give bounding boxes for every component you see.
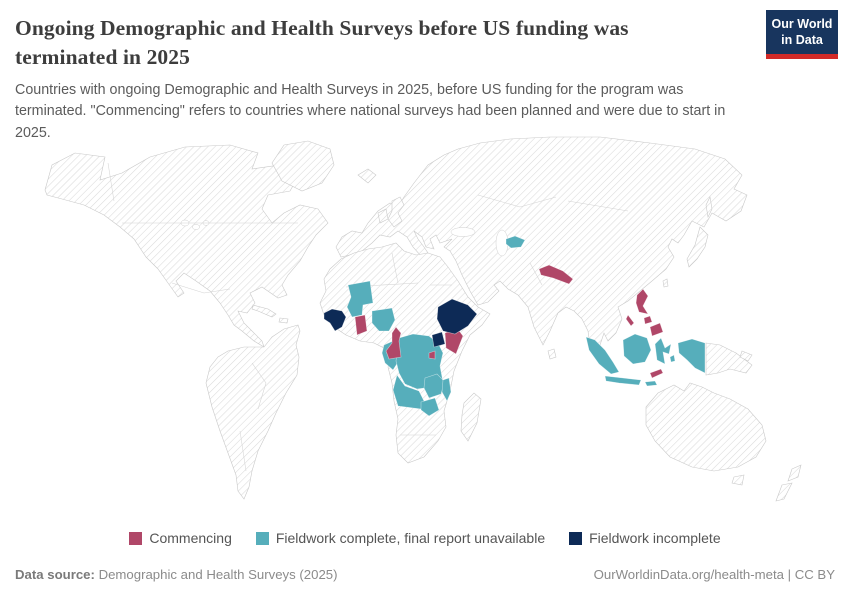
landmass-greenland — [271, 140, 335, 192]
legend-label-fieldwork-incomplete: Fieldwork incomplete — [589, 530, 721, 546]
island-madagascar — [460, 392, 482, 442]
border-south-america-1 — [251, 362, 267, 410]
island-iceland — [357, 168, 377, 184]
legend-swatch-commencing — [129, 531, 143, 545]
border-south-america-2 — [239, 430, 247, 472]
data-source-label: Data source: — [15, 567, 95, 582]
landmass-south-america — [205, 324, 301, 500]
country-nepal[interactable] — [538, 264, 574, 285]
country-zambia[interactable] — [423, 373, 446, 399]
island-visayas[interactable] — [643, 315, 653, 325]
island-java[interactable] — [604, 375, 642, 386]
island-great-britain — [387, 196, 405, 228]
island-new-britain — [739, 350, 753, 362]
country-indonesia[interactable] — [585, 333, 706, 387]
legend-swatch-fieldwork-complete — [255, 531, 269, 545]
black-sea — [450, 227, 476, 237]
legend-label-fieldwork-complete: Fieldwork complete, final report unavail… — [275, 530, 546, 546]
legend-swatch-fieldwork-incomplete — [569, 531, 583, 545]
group-fieldwork-incomplete — [323, 298, 478, 348]
page-subtitle: Countries with ongoing Demographic and H… — [15, 82, 726, 141]
island-ireland — [377, 208, 389, 224]
island-sri-lanka — [547, 348, 557, 360]
data-source-value: Demographic and Health Surveys (2025) — [98, 567, 338, 582]
country-uganda[interactable] — [431, 331, 446, 348]
country-philippines[interactable] — [625, 288, 664, 337]
island-west-papua[interactable] — [677, 338, 706, 374]
country-ghana[interactable] — [354, 314, 368, 336]
border-india-pakistan — [529, 262, 543, 286]
border-mongolia — [567, 200, 629, 212]
legend-item-fieldwork-incomplete[interactable]: Fieldwork incomplete — [569, 530, 721, 546]
island-lesser-sunda[interactable] — [644, 380, 658, 387]
island-sulawesi[interactable] — [654, 337, 672, 365]
country-cameroon[interactable] — [385, 326, 402, 360]
country-ethiopia[interactable] — [436, 298, 478, 335]
data-source: Data source: Demographic and Health Surv… — [15, 567, 338, 582]
world-map-container — [0, 133, 850, 517]
country-zimbabwe[interactable] — [420, 397, 440, 417]
island-borneo[interactable] — [622, 333, 652, 365]
legend-item-fieldwork-complete[interactable]: Fieldwork complete, final report unavail… — [255, 530, 546, 546]
island-tasmania — [731, 474, 745, 486]
group-fieldwork-complete — [346, 235, 706, 417]
country-tajikistan[interactable] — [505, 235, 526, 249]
country-timor-leste[interactable] — [649, 368, 664, 379]
border-alaska-canada — [107, 162, 115, 202]
country-burundi[interactable] — [428, 350, 436, 360]
border-russia-kazakhstan — [477, 194, 557, 208]
island-sumatra[interactable] — [585, 336, 620, 375]
island-mindanao[interactable] — [649, 322, 664, 337]
island-moluccas[interactable] — [669, 354, 676, 363]
header: Ongoing Demographic and Health Surveys b… — [15, 14, 750, 144]
border-algeria-libya — [391, 252, 399, 284]
island-luzon[interactable] — [635, 288, 649, 315]
island-cuba — [251, 304, 277, 318]
country-malawi[interactable] — [441, 377, 452, 402]
rights-link[interactable]: OurWorldinData.org/health-meta | CC BY — [593, 567, 835, 582]
island-japan — [686, 226, 709, 268]
owid-logo-line2: in Data — [781, 32, 823, 47]
island-taiwan — [662, 278, 669, 288]
country-mali[interactable] — [346, 280, 374, 318]
world-map — [44, 136, 802, 502]
landmass-north-america — [44, 144, 329, 348]
owid-logo: Our World in Data — [766, 10, 838, 60]
group-commencing — [354, 264, 664, 379]
island-new-zealand-north — [787, 464, 802, 482]
landmass-australia — [645, 382, 767, 472]
border-us-mexico — [171, 282, 231, 294]
owid-logo-line1: Our World — [771, 17, 833, 31]
great-lake-2 — [192, 224, 200, 230]
island-sakhalin — [705, 196, 713, 218]
legend-item-commencing[interactable]: Commencing — [129, 530, 232, 546]
island-hispaniola — [278, 317, 289, 324]
page-title: Ongoing Demographic and Health Surveys b… — [15, 16, 629, 69]
landmass-papua-new-guinea — [705, 342, 753, 376]
country-guinea[interactable] — [323, 308, 347, 332]
legend-label-commencing: Commencing — [149, 530, 232, 546]
island-new-zealand-south — [775, 482, 793, 502]
map-legend: Commencing Fieldwork complete, final rep… — [0, 530, 850, 546]
island-palawan[interactable] — [625, 314, 635, 327]
country-nigeria[interactable] — [371, 307, 396, 332]
footer: Data source: Demographic and Health Surv… — [15, 567, 835, 582]
